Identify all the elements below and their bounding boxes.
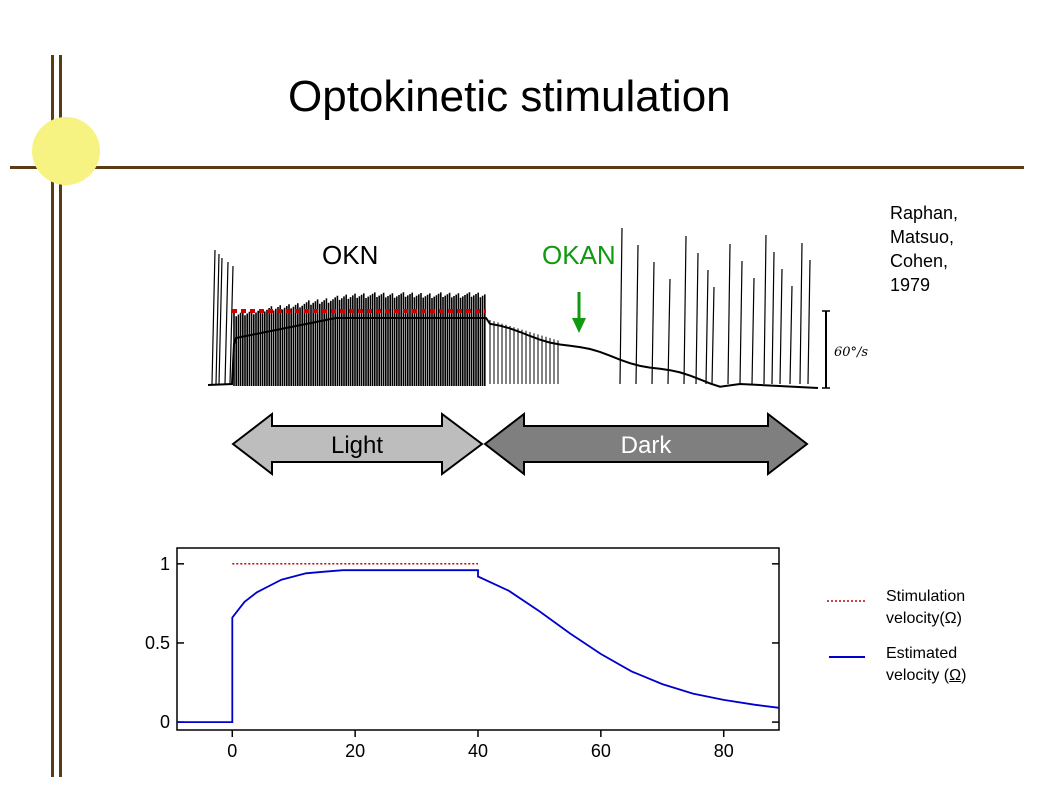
frame-vertical-line-right — [59, 55, 62, 777]
y-tick-label: 0 — [160, 712, 170, 732]
dark-label: Dark — [621, 432, 673, 459]
frame-horizontal-line — [10, 166, 1024, 169]
citation-line: Cohen, — [890, 251, 949, 271]
x-tick-label: 80 — [714, 741, 734, 761]
citation-line: 1979 — [890, 275, 931, 295]
scale-bar — [822, 310, 830, 389]
citation-line: Raphan, — [890, 203, 959, 223]
dark-arrow — [483, 411, 809, 477]
legend-stimulation-label: Stimulation velocity(Ω) — [886, 586, 965, 630]
light-arrow — [231, 411, 484, 477]
legend-text-line: velocity (Ω) — [886, 665, 966, 687]
frame-circle — [32, 117, 100, 185]
okan-beats — [489, 320, 559, 384]
y-tick-label: 1 — [160, 554, 170, 574]
frame-vertical-line-left — [51, 55, 54, 777]
legend-text-part: velocity ( — [886, 667, 950, 684]
eye-velocity-trace — [207, 227, 819, 389]
y-tick-label: 0.5 — [145, 633, 170, 653]
okan-label: OKAN — [542, 240, 616, 270]
legend-text-part: Ω — [949, 667, 962, 684]
scale-label: 60°/s — [834, 345, 868, 360]
estimated-velocity-line — [177, 569, 780, 723]
citation-line: Matsuo, — [890, 227, 955, 247]
okn-beats — [233, 292, 486, 386]
okn-label: OKN — [322, 240, 378, 270]
legend-text-line: Estimated — [886, 645, 958, 662]
saccade-spikes — [211, 227, 811, 385]
plot-series — [177, 563, 780, 723]
legend-text-line: velocity(Ω) — [886, 610, 962, 627]
x-tick-label: 0 — [227, 741, 237, 761]
x-tick-label: 20 — [345, 741, 365, 761]
slide-title: Optokinetic stimulation — [288, 72, 731, 121]
x-tick-label: 60 — [591, 741, 611, 761]
citation: Raphan, Matsuo, Cohen, 1979 — [890, 201, 958, 297]
legend-text-part: ) — [961, 667, 967, 684]
okan-arrow-icon — [572, 292, 586, 333]
legend-text-line: Stimulation — [886, 588, 966, 605]
legend-estimated-label: Estimated velocity (Ω) — [886, 643, 966, 687]
x-axis: 0 20 40 60 80 — [227, 730, 734, 761]
light-label: Light — [331, 432, 383, 459]
x-tick-label: 40 — [468, 741, 488, 761]
